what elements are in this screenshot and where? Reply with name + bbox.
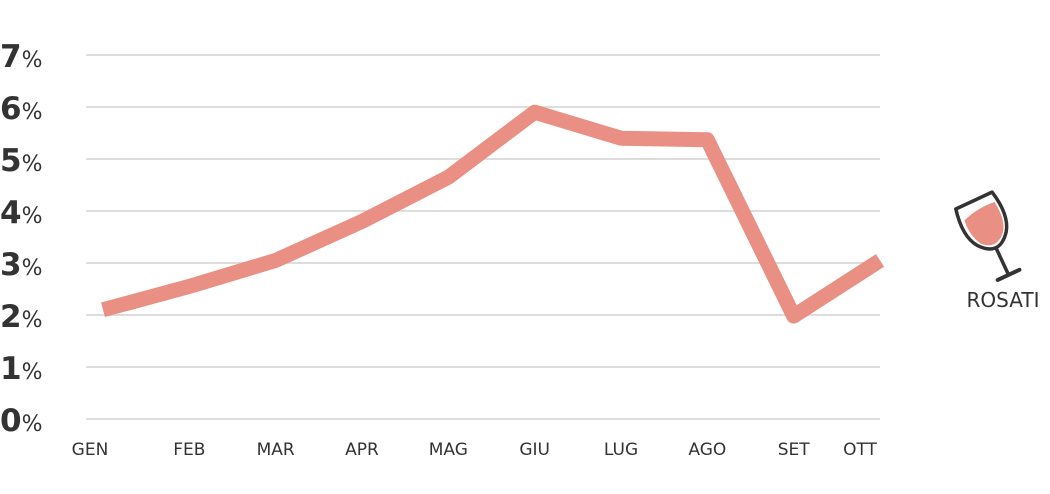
y-tick-label: 4%: [0, 195, 42, 231]
series-line-rosati: [101, 104, 885, 324]
x-tick-label: APR: [345, 440, 379, 460]
y-tick-label: 0%: [0, 403, 42, 439]
y-tick-label: 7%: [0, 39, 42, 75]
x-tick-label: OTT: [843, 440, 877, 460]
wine-glass-icon: [954, 190, 1022, 282]
y-tick-label: 2%: [0, 299, 42, 335]
x-tick-label: MAR: [257, 440, 295, 460]
x-tick-label: FEB: [173, 440, 205, 460]
y-tick-label: 3%: [0, 247, 42, 283]
x-tick-label: AGO: [688, 440, 726, 460]
legend: ROSATI: [954, 190, 1040, 312]
x-tick-label: MAG: [429, 440, 468, 460]
legend-label: ROSATI: [967, 288, 1040, 312]
x-tick-label: SET: [778, 440, 811, 460]
y-tick-label: 1%: [0, 351, 42, 387]
x-tick-label: LUG: [604, 440, 638, 460]
x-tick-label: GEN: [72, 440, 109, 460]
y-tick-label: 6%: [0, 91, 42, 127]
x-tick-label: GIU: [519, 440, 550, 460]
y-tick-label: 5%: [0, 143, 42, 179]
